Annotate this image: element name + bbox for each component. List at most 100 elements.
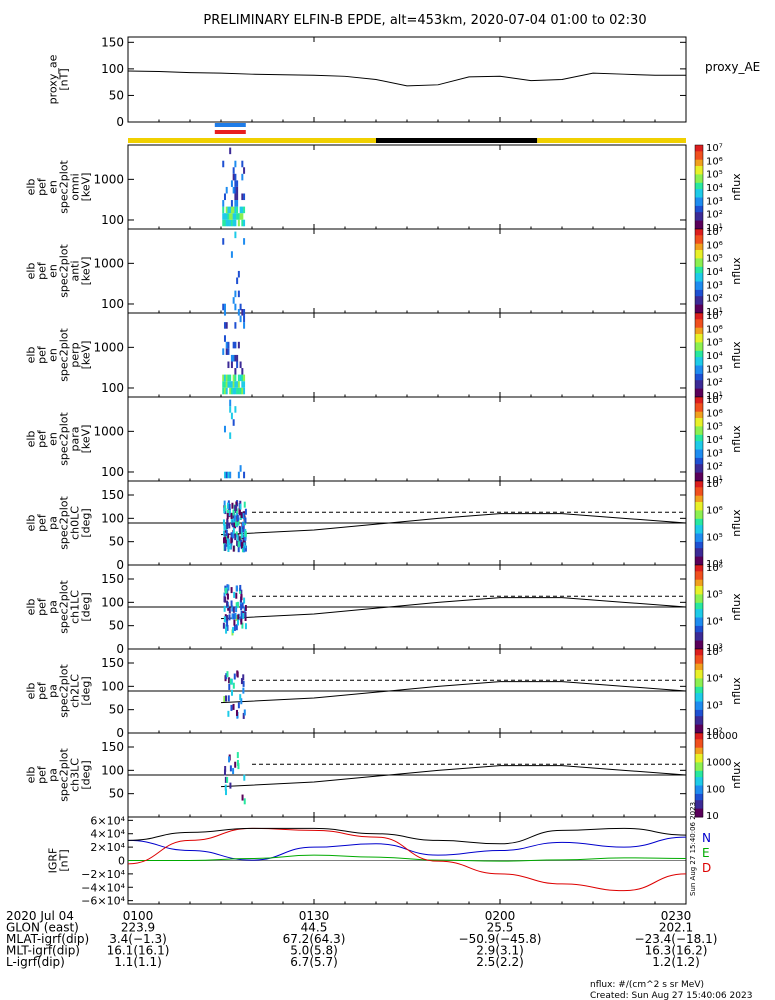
spectrogram-pixel (227, 213, 230, 220)
colorbar-cell (695, 504, 703, 507)
spectrogram-pixel (241, 160, 244, 168)
ylabel-line: en (47, 264, 60, 278)
pitch-pixel (227, 533, 230, 540)
spectrogram-omni-frame (127, 144, 687, 230)
colorbar-cell (695, 575, 703, 579)
pitch-pixel (232, 531, 235, 538)
colorbar-cell (695, 222, 703, 226)
colorbar-tick: 10⁴ (706, 435, 723, 446)
colorbar-cell (695, 672, 703, 675)
colorbar-tick: 10³ (706, 643, 723, 654)
colorbar-tick: 10⁴ (706, 183, 723, 194)
colorbar-cell (695, 764, 703, 768)
colorbar-cell (695, 775, 703, 778)
colorbar-label: nflux (730, 425, 743, 453)
pitch-pixel (244, 530, 247, 537)
colorbar-cell (695, 323, 703, 327)
spectrogram-pixel (223, 381, 226, 388)
pitch-pixel (222, 519, 225, 526)
colorbar-cell (695, 289, 703, 293)
colorbar-cell (695, 321, 703, 324)
pitch-pixel (244, 623, 247, 630)
colorbar-cell (695, 403, 703, 406)
ylabel-line: proxy_ae (47, 54, 60, 104)
colorbar-cell (695, 424, 703, 427)
colorbar-cell (695, 562, 703, 566)
sunlight-bar-sunlight (537, 138, 686, 143)
colorbar-cell (695, 516, 703, 520)
spectrogram-pixel (243, 374, 246, 382)
pitch-pixel (239, 584, 242, 591)
colorbar-cell (695, 302, 703, 306)
colorbar-cell (695, 642, 703, 646)
colorbar-tick: 10000 (706, 731, 738, 742)
colorbar-label: nflux (730, 677, 743, 705)
pitch-pixel (237, 541, 240, 548)
colorbar-cell (695, 279, 703, 282)
pitch-pixel (240, 678, 243, 685)
spectrogram-pixel (241, 173, 244, 181)
ylabel-line: pef (36, 513, 49, 532)
colorbar-cell (695, 231, 703, 234)
colorbar-cell (695, 468, 703, 471)
ylabel-line: pef (36, 765, 49, 784)
spectrogram-pixel (236, 186, 239, 194)
colorbar-cell (695, 199, 703, 203)
colorbar-cell (695, 581, 703, 585)
ytick-label: 100 (101, 511, 124, 525)
colorbar-cell (695, 724, 703, 728)
ytick-label: −4×10⁴ (81, 881, 125, 894)
pitch-pixel (228, 522, 231, 529)
colorbar-cell (695, 258, 703, 261)
ylabel-line: spec2plot (58, 748, 71, 802)
xlabel-row-value: 5.0(5.8) (290, 944, 338, 958)
pitch-pixel (244, 534, 247, 541)
colorbar-cell (695, 247, 703, 251)
colorbar-cell (695, 804, 703, 807)
pitch-pixel (232, 768, 235, 775)
colorbar-cell (695, 415, 703, 419)
spectrogram-pixel (232, 381, 235, 388)
colorbar-cell (695, 392, 703, 396)
pitch-pixel (222, 622, 225, 629)
spectrogram-pixel (241, 381, 244, 388)
colorbar-tick: 10 (706, 811, 719, 822)
pitch-pixel (230, 600, 233, 607)
pitch-pixel (226, 776, 229, 783)
colorbar-cell (695, 531, 703, 534)
colorbar-tick: 10³ (706, 364, 723, 375)
colorbar-frame (694, 732, 704, 818)
colorbar-label: nflux (730, 761, 743, 789)
colorbar-tick: 10⁵ (706, 254, 723, 265)
ytick-label: 50 (109, 535, 124, 549)
spectrogram-pixel (232, 173, 235, 181)
colorbar-cell (695, 352, 703, 356)
colorbar-cell (695, 741, 703, 744)
colorbar-cell (695, 680, 703, 684)
colorbar-cell (695, 205, 703, 209)
colorbar-cell (695, 754, 703, 757)
colorbar-cell (695, 577, 703, 581)
pitch-pixel (227, 542, 230, 549)
colorbar-cell (695, 264, 703, 268)
spectrogram-pixel (243, 193, 246, 201)
ylabel-line: [keV] (80, 173, 93, 202)
ylabel-line: elb (25, 431, 38, 448)
colorbar-cell (695, 382, 703, 385)
colorbar-cell (695, 355, 703, 358)
colorbar-cell (695, 802, 703, 805)
pitch-pixel (233, 619, 236, 626)
spectrogram-pixel (243, 322, 246, 329)
pitch-pixel (235, 624, 238, 631)
colorbar-cell (695, 720, 703, 723)
pitch-pixel (223, 695, 226, 702)
colorbar-cell (695, 145, 703, 148)
pitch-pixel (235, 592, 238, 599)
spectrogram-pixel (222, 219, 225, 227)
colorbar-tick: 10³ (706, 700, 723, 711)
spectrogram-pixel (223, 387, 226, 395)
spectrogram-pixel (223, 213, 226, 220)
ylabel-line: spec2plot (58, 244, 71, 298)
